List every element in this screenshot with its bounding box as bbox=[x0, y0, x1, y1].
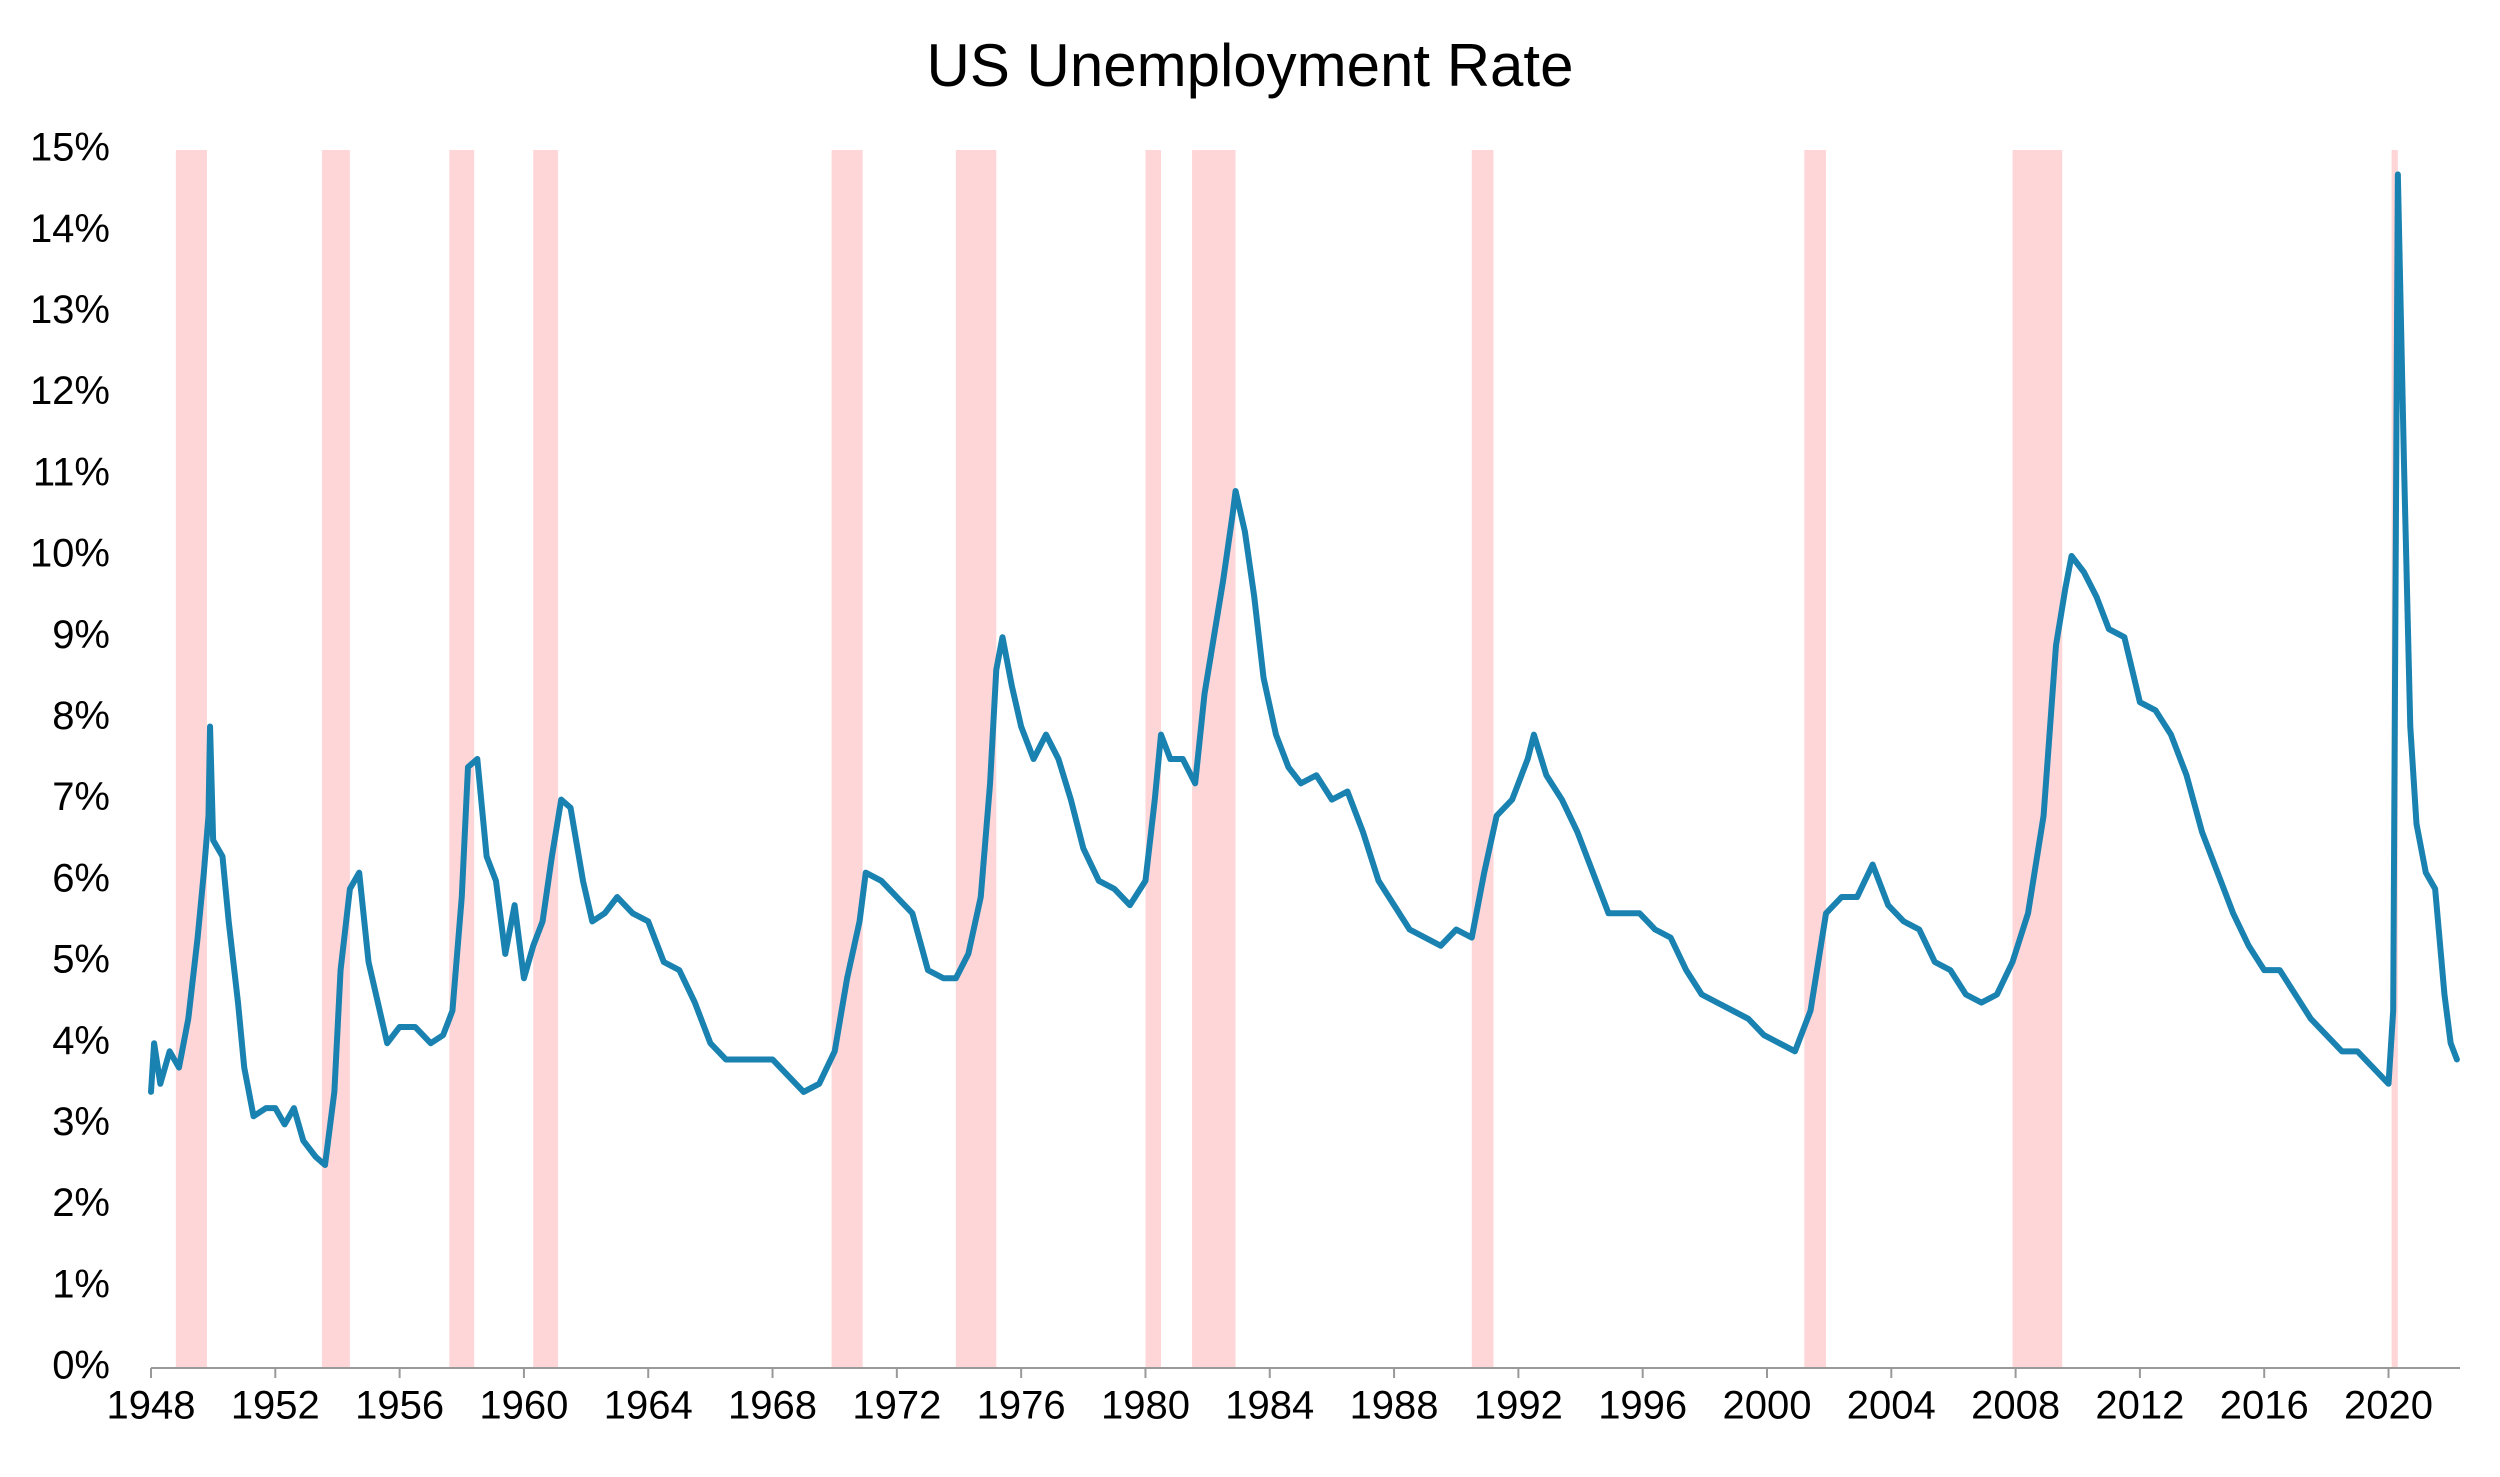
y-tick-label: 7% bbox=[52, 775, 110, 819]
y-tick-label: 8% bbox=[52, 694, 110, 738]
recession-band bbox=[1804, 150, 1827, 1368]
unemployment-line bbox=[148, 171, 2460, 1168]
recession-band bbox=[175, 150, 207, 1368]
recession-band bbox=[831, 150, 863, 1368]
x-tick-label: 2000 bbox=[1722, 1384, 1811, 1428]
y-tick-label: 13% bbox=[30, 288, 110, 332]
x-tick-label: 1956 bbox=[355, 1384, 444, 1428]
x-tick-label: 2004 bbox=[1847, 1384, 1936, 1428]
x-tick-label: 1984 bbox=[1225, 1384, 1314, 1428]
x-tick-label: 2020 bbox=[2344, 1384, 2433, 1428]
y-tick-label: 0% bbox=[52, 1344, 110, 1388]
x-tick-label: 2016 bbox=[2220, 1384, 2309, 1428]
x-tick-label: 1968 bbox=[728, 1384, 817, 1428]
recession-band bbox=[1145, 150, 1161, 1368]
x-tick-label: 1992 bbox=[1474, 1384, 1563, 1428]
y-tick-label: 5% bbox=[52, 938, 110, 982]
x-tick-label: 1988 bbox=[1350, 1384, 1439, 1428]
chart-title: US Unemployment Rate bbox=[927, 32, 1574, 99]
x-tick-label: 1952 bbox=[231, 1384, 320, 1428]
recession-band bbox=[1471, 150, 1494, 1368]
x-tick-label: 1980 bbox=[1101, 1384, 1190, 1428]
x-tick-label: 1996 bbox=[1598, 1384, 1687, 1428]
x-tick-label: 2008 bbox=[1971, 1384, 2060, 1428]
x-tick-label: 1960 bbox=[479, 1384, 568, 1428]
x-tick-label: 1976 bbox=[977, 1384, 1066, 1428]
y-tick-label: 12% bbox=[30, 369, 110, 413]
y-tick-label: 10% bbox=[30, 532, 110, 576]
recession-band bbox=[2012, 150, 2063, 1368]
y-tick-label: 2% bbox=[52, 1181, 110, 1225]
y-tick-label: 6% bbox=[52, 856, 110, 900]
y-tick-label: 11% bbox=[33, 450, 110, 494]
recession-band bbox=[321, 150, 350, 1368]
y-tick-label: 14% bbox=[30, 207, 110, 251]
x-tick-label: 1948 bbox=[107, 1384, 196, 1428]
y-tick-label: 15% bbox=[30, 126, 110, 170]
y-tick-label: 3% bbox=[52, 1100, 110, 1144]
y-tick-label: 1% bbox=[52, 1262, 110, 1306]
x-tick-label: 1964 bbox=[604, 1384, 693, 1428]
x-tick-label: 2012 bbox=[2095, 1384, 2184, 1428]
y-tick-label: 9% bbox=[52, 613, 110, 657]
recession-band bbox=[533, 150, 559, 1368]
y-tick-label: 4% bbox=[52, 1019, 110, 1063]
recession-band bbox=[449, 150, 475, 1368]
x-tick-label: 1972 bbox=[852, 1384, 941, 1428]
